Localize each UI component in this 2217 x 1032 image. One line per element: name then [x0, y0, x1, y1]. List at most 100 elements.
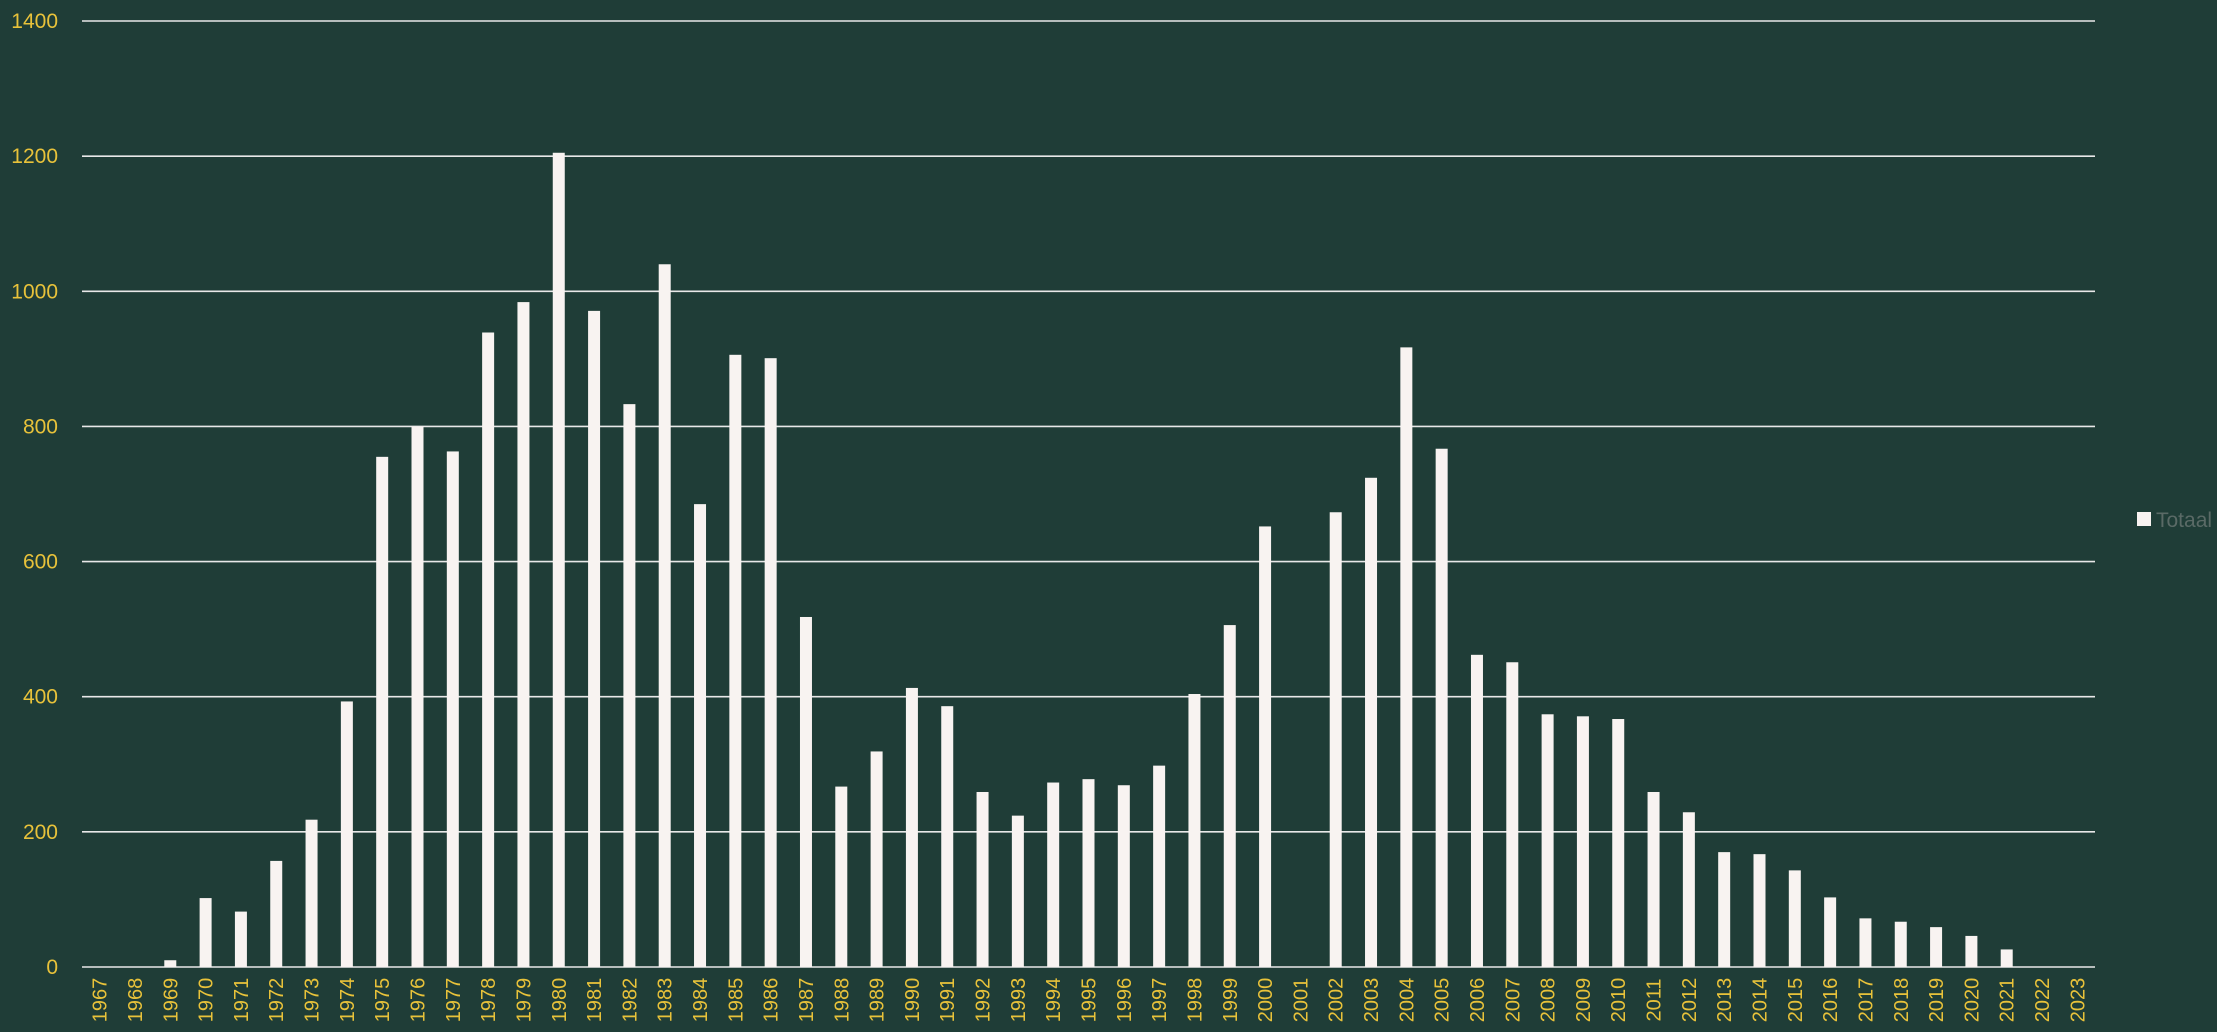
x-tick-label: 2020	[1961, 978, 1983, 1023]
x-tick-label: 1999	[1220, 978, 1242, 1023]
x-tick-label: 1996	[1114, 978, 1136, 1023]
x-tick-label: 2014	[1750, 978, 1772, 1023]
y-tick-label: 1000	[11, 280, 58, 303]
bar-1984	[694, 504, 707, 967]
x-tick-label: 1969	[160, 978, 182, 1023]
legend: Totaal	[2137, 509, 2212, 532]
bar-1970	[199, 898, 212, 967]
bar-1997	[1153, 765, 1166, 967]
bar-2009	[1576, 716, 1589, 967]
x-tick-label: 1984	[690, 978, 712, 1023]
bar-2020	[1965, 935, 1978, 967]
bar-2006	[1470, 654, 1483, 967]
x-tick-label: 2017	[1855, 978, 1877, 1023]
x-tick-label: 1990	[902, 978, 924, 1023]
x-tick-label: 1985	[725, 978, 747, 1023]
y-tick-label: 1200	[11, 145, 58, 168]
x-tick-label: 2023	[2067, 978, 2089, 1023]
bar-2012	[1682, 812, 1695, 967]
bar-1981	[588, 310, 601, 967]
x-tick-label: 2002	[1326, 978, 1348, 1023]
x-tick-label: 1972	[266, 978, 288, 1023]
bar-2013	[1718, 852, 1731, 967]
bar-1986	[764, 358, 777, 968]
bar-1974	[340, 701, 353, 967]
bar-1993	[1011, 815, 1024, 967]
bar-1995	[1082, 779, 1095, 967]
y-tick-label: 400	[23, 686, 58, 709]
bar-1999	[1223, 625, 1236, 967]
x-tick-label: 1988	[831, 978, 853, 1023]
bar-1998	[1188, 694, 1201, 967]
x-tick-label: 2015	[1785, 978, 1807, 1023]
bar-2000	[1259, 526, 1272, 967]
bar-2007	[1506, 662, 1519, 967]
bar-1988	[835, 786, 848, 967]
x-tick-label: 1994	[1043, 978, 1065, 1023]
x-tick-label: 1982	[619, 978, 641, 1023]
x-tick-label: 2005	[1432, 978, 1454, 1023]
bar-2002	[1329, 512, 1342, 967]
x-tick-label: 1976	[408, 978, 430, 1023]
x-tick-label: 1970	[196, 978, 218, 1023]
x-tick-label: 1986	[761, 978, 783, 1023]
legend-swatch	[2137, 512, 2151, 526]
bar-1996	[1117, 785, 1130, 967]
bar-1980	[552, 152, 565, 967]
x-tick-label: 1989	[867, 978, 889, 1023]
x-tick-label: 2001	[1290, 978, 1312, 1023]
bar-1990	[905, 687, 918, 967]
x-tick-label: 2012	[1679, 978, 1701, 1023]
bar-1969	[164, 960, 177, 967]
x-tick-label: 2018	[1891, 978, 1913, 1023]
bar-1983	[658, 264, 671, 967]
x-tick-label: 1997	[1149, 978, 1171, 1023]
x-tick-label: 2006	[1467, 978, 1489, 1023]
x-tick-label: 2009	[1573, 978, 1595, 1023]
x-tick-label: 1974	[337, 978, 359, 1023]
bar-1973	[305, 819, 318, 967]
x-tick-label: 2021	[1997, 978, 2019, 1023]
x-tick-label: 1992	[973, 978, 995, 1023]
x-tick-label: 1968	[125, 978, 147, 1023]
y-tick-label: 1400	[11, 10, 58, 33]
x-tick-label: 2016	[1820, 978, 1842, 1023]
x-tick-label: 2003	[1361, 978, 1383, 1023]
bar-1972	[270, 860, 283, 967]
bar-2014	[1753, 854, 1766, 967]
x-tick-label: 1979	[513, 978, 535, 1023]
x-tick-label: 1973	[302, 978, 324, 1023]
x-tick-label: 1991	[937, 978, 959, 1023]
x-tick-label: 1977	[443, 978, 465, 1023]
x-tick-label: 1993	[1008, 978, 1030, 1023]
y-axis-ticks: 0 200 400 600 800 1000 1200 1400	[11, 10, 58, 979]
x-tick-label: 1971	[231, 978, 253, 1023]
x-tick-label: 2022	[2032, 978, 2054, 1023]
x-tick-label: 1981	[584, 978, 606, 1023]
legend-label: Totaal	[2156, 509, 2212, 532]
bar-1978	[482, 332, 495, 967]
x-tick-label: 1998	[1184, 978, 1206, 1023]
x-tick-label: 2013	[1714, 978, 1736, 1023]
x-tick-label: 1975	[372, 978, 394, 1023]
bar-2005	[1435, 448, 1448, 967]
x-tick-label: 1980	[549, 978, 571, 1023]
bar-1982	[623, 404, 636, 967]
bar-2011	[1647, 791, 1660, 967]
bar-1971	[234, 911, 247, 967]
x-tick-label: 2010	[1608, 978, 1630, 1023]
bar-1994	[1047, 782, 1060, 967]
x-tick-label: 2000	[1255, 978, 1277, 1023]
bar-2010	[1612, 719, 1625, 967]
x-axis-ticks: 1967 1968 1969 1970 1971 1972 1973 1974 1975 1976…	[90, 978, 2090, 1023]
bar-1975	[376, 456, 389, 967]
bar-2015	[1788, 870, 1801, 967]
bar-2017	[1859, 918, 1872, 967]
bar-1977	[446, 451, 459, 967]
bar-1979	[517, 302, 530, 967]
x-tick-label: 2011	[1644, 978, 1666, 1021]
bar-1989	[870, 751, 883, 967]
y-tick-label: 600	[23, 551, 58, 574]
bar-1991	[941, 706, 954, 967]
